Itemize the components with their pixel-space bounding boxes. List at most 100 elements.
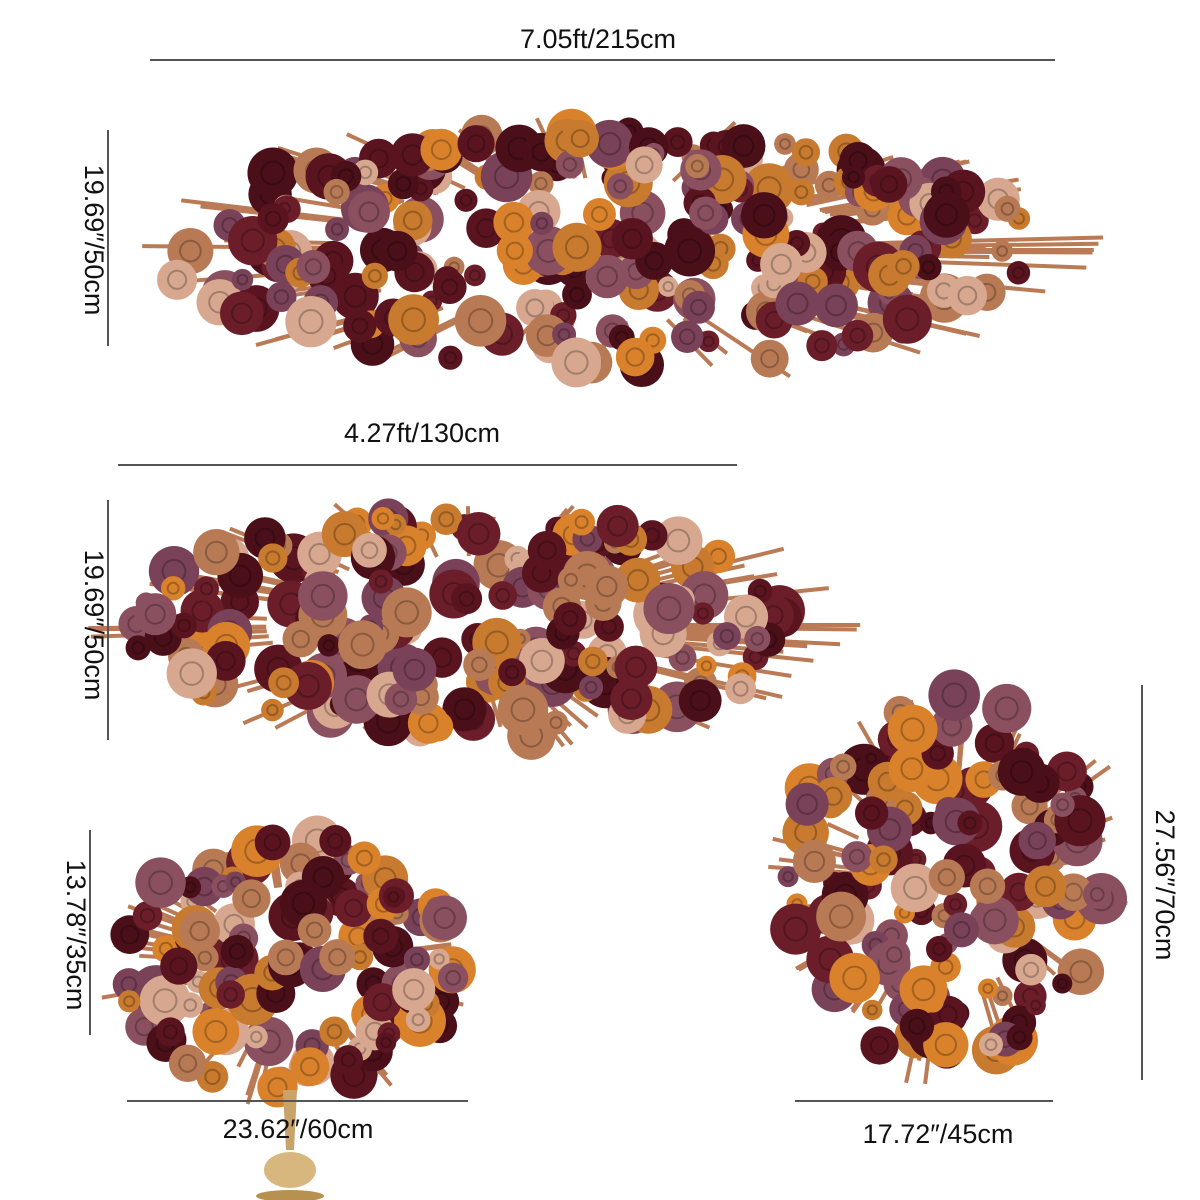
flower — [298, 309, 324, 335]
flower — [899, 1008, 935, 1044]
flower — [371, 927, 390, 946]
flower — [168, 1044, 207, 1083]
flower — [1082, 880, 1112, 909]
flower — [157, 259, 198, 300]
flower — [266, 281, 297, 312]
flower — [895, 258, 912, 275]
flower — [552, 222, 602, 272]
flower — [691, 602, 715, 625]
flower — [926, 935, 953, 963]
dimension-label: 13.78″/35cm — [61, 860, 91, 1011]
flower — [741, 192, 788, 239]
flower — [689, 196, 723, 230]
flower — [585, 254, 629, 299]
flower — [783, 916, 809, 942]
flower — [199, 582, 214, 596]
flower — [530, 649, 554, 673]
flower — [403, 946, 431, 973]
flower — [432, 270, 467, 305]
flower — [1018, 821, 1057, 860]
flower — [1009, 760, 1034, 784]
flower — [260, 160, 286, 186]
flower — [721, 124, 766, 168]
flower — [330, 222, 344, 236]
flower — [841, 165, 866, 189]
flower — [236, 273, 249, 286]
flower — [456, 511, 501, 556]
flower — [996, 990, 1008, 1002]
flower — [752, 203, 776, 227]
flower — [865, 752, 878, 765]
flower — [596, 575, 618, 598]
flower — [813, 337, 830, 354]
flower — [785, 782, 829, 826]
flower — [996, 245, 1009, 257]
flower — [273, 289, 290, 305]
flower — [437, 962, 469, 994]
flower — [179, 661, 205, 686]
flower — [549, 716, 563, 730]
flower — [458, 590, 475, 607]
flower — [702, 335, 715, 348]
flower — [266, 703, 279, 717]
flower — [928, 859, 965, 896]
flower — [326, 1023, 343, 1040]
dimension-label: 23.62″/60cm — [223, 1114, 374, 1144]
flower — [232, 879, 271, 918]
flower — [1015, 953, 1047, 986]
flower — [806, 330, 838, 362]
flower — [403, 658, 426, 681]
flower — [265, 210, 282, 227]
flower — [1050, 792, 1075, 817]
flower — [841, 841, 873, 873]
flower — [764, 310, 784, 330]
flower — [409, 952, 424, 967]
flower — [420, 128, 463, 171]
flower — [166, 648, 217, 699]
flower — [982, 683, 1032, 733]
flower — [984, 1038, 998, 1051]
flower — [744, 625, 771, 652]
flower — [411, 1013, 425, 1027]
flower — [597, 131, 622, 156]
flower — [789, 236, 804, 251]
flower — [900, 717, 925, 742]
flower — [908, 1017, 926, 1035]
flower — [970, 896, 1019, 945]
flower — [678, 328, 696, 346]
flower — [825, 294, 847, 317]
flower — [943, 912, 980, 948]
flower — [431, 647, 453, 668]
flower — [387, 241, 408, 262]
flower — [328, 948, 347, 967]
flower — [1024, 865, 1067, 908]
flower — [634, 155, 654, 175]
flower — [268, 667, 300, 699]
flower — [886, 946, 903, 963]
flower — [319, 1016, 350, 1047]
flower — [120, 924, 140, 945]
flower — [360, 541, 379, 560]
flower — [1056, 761, 1077, 782]
flower — [732, 680, 749, 697]
flower — [1012, 266, 1025, 280]
flower — [433, 953, 445, 965]
flower — [305, 921, 324, 939]
flower — [929, 745, 947, 762]
flower — [725, 673, 757, 705]
flower — [870, 166, 908, 203]
flower — [653, 516, 703, 565]
flower — [276, 948, 295, 967]
flower — [606, 173, 634, 200]
flower — [866, 1004, 878, 1016]
flower — [1069, 960, 1093, 984]
flower — [842, 965, 867, 991]
flower — [611, 217, 653, 260]
flower — [697, 204, 715, 222]
flower — [229, 876, 242, 888]
flower — [240, 228, 265, 253]
flower — [585, 653, 601, 670]
flower — [380, 1036, 392, 1049]
flower — [131, 641, 145, 655]
